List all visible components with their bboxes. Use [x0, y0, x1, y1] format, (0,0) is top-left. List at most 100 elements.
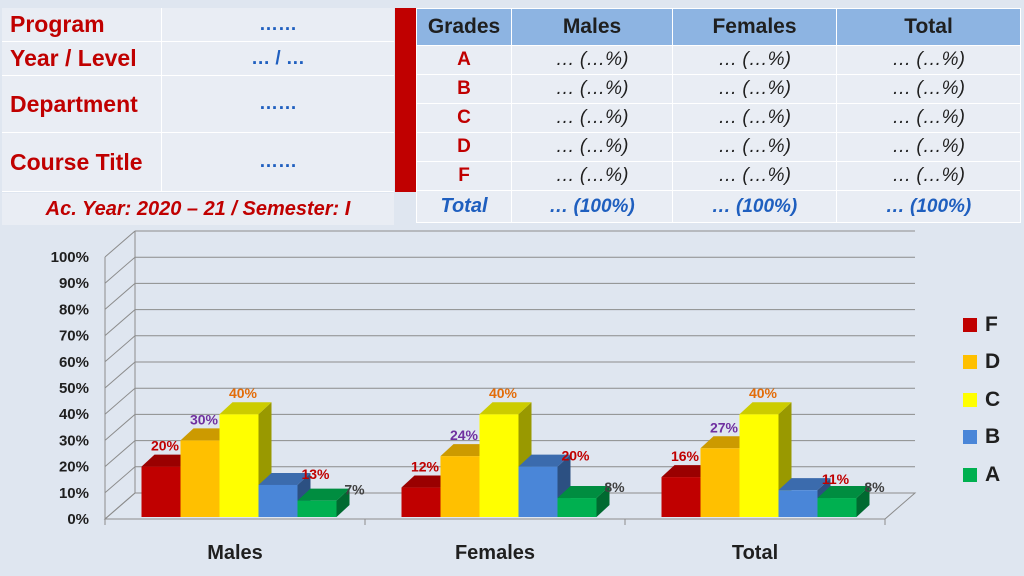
table-cell: … (…%) [672, 132, 837, 162]
info-label: Department [2, 76, 162, 132]
grade-cell: D [416, 132, 512, 162]
table-cell: … (…%) [836, 45, 1021, 75]
data-label: 40% [489, 385, 518, 401]
x-category-label: Total [732, 542, 778, 564]
legend-label: F [985, 312, 998, 336]
data-label: 30% [190, 411, 219, 427]
grades-table: Grades Males Females Total A … (…%) … (…… [416, 8, 1021, 223]
bar-top [557, 486, 610, 499]
data-label: 13% [301, 466, 330, 482]
y-tick-label: 40% [59, 406, 89, 423]
bar-B-females [518, 466, 558, 517]
gridline-side [104, 414, 136, 441]
table-cell: … (…%) [511, 132, 673, 162]
info-value: …… [259, 93, 297, 114]
y-tick-label: 90% [59, 275, 89, 292]
info-row-program: Program …… [2, 8, 394, 42]
legend-label: B [985, 425, 1001, 449]
divider-bar [395, 8, 416, 192]
table-cell: … (…%) [672, 103, 837, 133]
bar-side [856, 486, 870, 517]
table-cell: … (…%) [836, 103, 1021, 133]
table-cell: … (…%) [511, 74, 673, 104]
bar-top [297, 488, 350, 501]
gridline-side [104, 387, 136, 415]
y-tick-label: 60% [59, 354, 89, 371]
bar-A-males [297, 500, 337, 517]
bar-top [817, 486, 870, 499]
bar-side [336, 488, 350, 517]
academic-year: Ac. Year: 2020 – 21 / Semester: I [2, 193, 394, 225]
y-tick-label: 30% [59, 432, 89, 449]
legend-swatch [963, 317, 977, 332]
y-tick-label: 0% [67, 511, 89, 528]
table-cell: … (…%) [511, 45, 673, 75]
data-label: 7% [344, 482, 365, 498]
data-label: 8% [604, 479, 625, 495]
info-row-course-title: Course Title …… [2, 133, 394, 192]
info-label: Program [2, 8, 162, 41]
info-value: …… [259, 13, 297, 35]
bar-F-females [401, 487, 441, 517]
table-cell: … (…%) [511, 103, 673, 133]
bar-F-total [661, 477, 701, 517]
grade-cell: A [416, 45, 512, 75]
data-label: 20% [151, 438, 180, 454]
bar-side [596, 486, 610, 517]
bar-top [219, 402, 272, 415]
table-row: A … (…%) … (…%) … (…%) [416, 45, 1021, 75]
y-tick-label: 50% [59, 380, 89, 397]
table-cell: … (…%) [672, 45, 837, 75]
bar-top [479, 402, 532, 415]
legend-item-d: D [963, 344, 1023, 382]
data-label: 16% [671, 448, 700, 464]
data-label: 11% [822, 471, 850, 487]
gridline-side [104, 335, 136, 363]
legend-item-c: C [963, 381, 1023, 419]
data-label: 12% [411, 459, 440, 475]
gridline-side [104, 256, 136, 284]
legend-swatch [963, 355, 977, 370]
bar-B-total [778, 490, 818, 517]
y-tick-label: 20% [59, 459, 89, 476]
table-cell: … (…%) [672, 161, 837, 191]
y-tick-label: 10% [59, 485, 89, 502]
table-row: F … (…%) … (…%) … (…%) [416, 161, 1021, 191]
gridline-side [104, 361, 136, 389]
bar-C-males [219, 414, 259, 517]
legend-swatch [963, 392, 977, 407]
table-cell: … (…%) [672, 74, 837, 104]
table-row: C … (…%) … (…%) … (…%) [416, 103, 1021, 133]
y-tick-label: 100% [51, 249, 89, 266]
bar-top [778, 478, 831, 491]
data-label: 24% [450, 427, 479, 443]
bar-top [518, 454, 571, 467]
legend-item-a: A [963, 456, 1023, 494]
legend-swatch [963, 467, 977, 482]
info-label: Year / Level [2, 42, 162, 75]
bar-top [258, 472, 311, 485]
header-females: Females [672, 8, 837, 46]
info-value: … / … [251, 47, 305, 69]
total-row: Total … (100%) … (100%) … (100%) [416, 190, 1021, 223]
data-label: 8% [864, 479, 885, 495]
table-cell: … (…%) [511, 161, 673, 191]
info-label: Course Title [2, 133, 162, 191]
header-males: Males [511, 8, 673, 46]
legend-item-f: F [963, 306, 1023, 344]
gridline-side [104, 230, 136, 258]
data-label: 40% [229, 385, 258, 401]
legend-item-b: B [963, 419, 1023, 457]
bar-A-total [817, 498, 857, 517]
legend-swatch [963, 430, 977, 445]
table-cell: … (100%) [836, 190, 1021, 223]
grade-cell: F [416, 161, 512, 191]
chart-svg: 0% 10% 20% 30% 40% 50% 60% 70% 80% 90% 100% 20% 30% 4… [51, 230, 917, 564]
data-label: 40% [749, 385, 778, 401]
header-grades: Grades [416, 8, 512, 46]
gridline-side [104, 283, 136, 310]
grade-distribution-chart: 0% 10% 20% 30% 40% 50% 60% 70% 80% 90% 100% 20% 30% 4… [0, 228, 1024, 576]
info-value: …… [259, 151, 297, 172]
data-label: 20% [561, 448, 590, 464]
